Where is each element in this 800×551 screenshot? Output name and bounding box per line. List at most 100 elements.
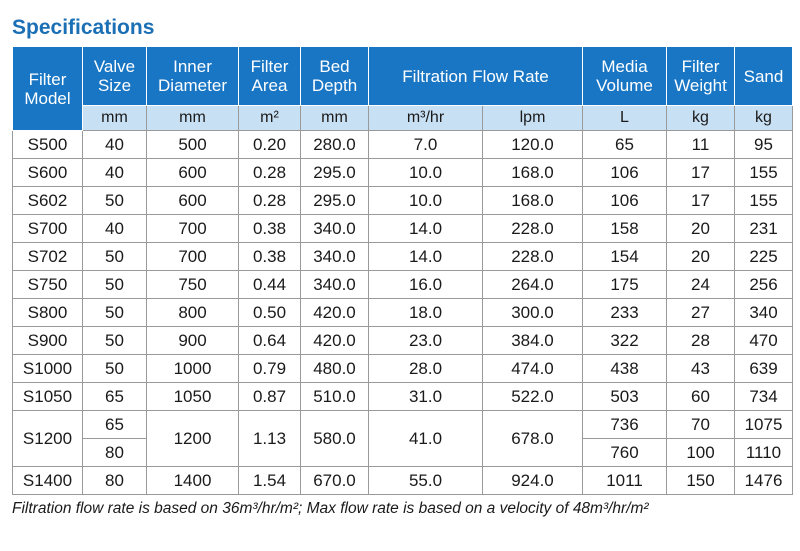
table-cell: 580.0 (300, 410, 369, 467)
table-cell: 924.0 (482, 466, 583, 495)
table-cell: 18.0 (368, 298, 483, 327)
table-cell: 0.79 (238, 354, 301, 383)
table-cell: 639 (734, 354, 793, 383)
table-cell: 1200 (146, 410, 239, 467)
table-cell: 1000 (146, 354, 239, 383)
unit-cell: kg (666, 105, 735, 131)
cell-model: S702 (12, 242, 83, 271)
table-cell: 1011 (582, 466, 667, 495)
header-inner-diameter: Inner Diameter (146, 46, 239, 106)
table-cell: 522.0 (482, 382, 583, 411)
table-cell: 750 (146, 270, 239, 299)
table-cell: 700 (146, 214, 239, 243)
table-cell: 300.0 (482, 298, 583, 327)
cell-model: S1000 (12, 354, 83, 383)
table-cell: 40 (82, 130, 147, 159)
table-row: S500 40 500 0.20 280.0 7.0 120.0 65 11 95 (12, 130, 793, 159)
cell-model: S602 (12, 186, 83, 215)
table-cell: 24 (666, 270, 735, 299)
cell-model: S900 (12, 326, 83, 355)
cell-model: S600 (12, 158, 83, 187)
table-cell: 31.0 (368, 382, 483, 411)
table-cell: 80 (82, 438, 147, 467)
table-cell: 17 (666, 158, 735, 187)
table-cell: 0.87 (238, 382, 301, 411)
table-cell: 670.0 (300, 466, 369, 495)
table-cell: 734 (734, 382, 793, 411)
unit-cell: m² (238, 105, 301, 131)
table-cell: 80 (82, 466, 147, 495)
table-cell: 474.0 (482, 354, 583, 383)
table-cell: 800 (146, 298, 239, 327)
footnote: Filtration flow rate is based on 36m³/hr… (12, 500, 649, 517)
header-bed-depth: Bed Depth (300, 46, 369, 106)
table-cell: 7.0 (368, 130, 483, 159)
table-cell: 0.20 (238, 130, 301, 159)
table-cell: 155 (734, 186, 793, 215)
header-filtration-flow-rate: Filtration Flow Rate (368, 46, 583, 106)
unit-cell: mm (82, 105, 147, 131)
table-cell: 1476 (734, 466, 793, 495)
table-cell: 155 (734, 158, 793, 187)
table-cell: 295.0 (300, 158, 369, 187)
table-cell: 41.0 (368, 410, 483, 467)
table-cell: 50 (82, 186, 147, 215)
table-cell: 55.0 (368, 466, 483, 495)
table-cell: 95 (734, 130, 793, 159)
table-cell: 1.54 (238, 466, 301, 495)
unit-cell: lpm (482, 105, 583, 131)
table-cell: 20 (666, 214, 735, 243)
cell-model: S1050 (12, 382, 83, 411)
table-cell: 280.0 (300, 130, 369, 159)
table-cell: 0.28 (238, 158, 301, 187)
specifications-table: Filter Model Valve Size Inner Diameter F… (12, 46, 793, 495)
table-cell: 1110 (734, 438, 793, 467)
table-cell: 736 (582, 410, 667, 439)
table-cell: 500 (146, 130, 239, 159)
unit-cell: kg (734, 105, 793, 131)
header-row: Filter Model Valve Size Inner Diameter F… (12, 46, 793, 131)
table-cell: 50 (82, 242, 147, 271)
table-row: S702 50 700 0.38 340.0 14.0 228.0 154 20 225 (12, 242, 793, 271)
table-cell: 14.0 (368, 242, 483, 271)
table-cell: 1075 (734, 410, 793, 439)
table-row: S900 50 900 0.64 420.0 23.0 384.0 322 28 470 (12, 326, 793, 355)
section-title: Specifications (12, 16, 155, 39)
unit-cell: L (582, 105, 667, 131)
table-cell: 154 (582, 242, 667, 271)
cell-model: S1400 (12, 466, 83, 495)
table-cell: 0.38 (238, 242, 301, 271)
table-cell: 228.0 (482, 214, 583, 243)
table-cell: 60 (666, 382, 735, 411)
table-cell: 438 (582, 354, 667, 383)
table-cell: 14.0 (368, 214, 483, 243)
table-cell: 40 (82, 158, 147, 187)
cell-model: S1200 (12, 410, 83, 467)
table-cell: 168.0 (482, 158, 583, 187)
table-cell: 233 (582, 298, 667, 327)
table-cell: 11 (666, 130, 735, 159)
table-cell: 50 (82, 298, 147, 327)
table-cell: 175 (582, 270, 667, 299)
table-row: 80 760 100 1110 (13, 438, 793, 467)
table-cell: 678.0 (482, 410, 583, 467)
table-cell: 43 (666, 354, 735, 383)
table-cell: 16.0 (368, 270, 483, 299)
table-cell: 27 (666, 298, 735, 327)
cell-model: S700 (12, 214, 83, 243)
units-row: mm mm m² mm m³/hr lpm L kg kg (13, 105, 793, 131)
table-cell: 264.0 (482, 270, 583, 299)
table-cell: 28 (666, 326, 735, 355)
table-cell: 50 (82, 354, 147, 383)
table-cell: 470 (734, 326, 793, 355)
table-cell: 600 (146, 186, 239, 215)
table-cell: 600 (146, 158, 239, 187)
table-row: S602 50 600 0.28 295.0 10.0 168.0 106 17 155 (12, 186, 793, 215)
table-cell: 225 (734, 242, 793, 271)
table-cell: 231 (734, 214, 793, 243)
table-cell: 384.0 (482, 326, 583, 355)
table-cell: 23.0 (368, 326, 483, 355)
unit-cell: mm (300, 105, 369, 131)
table-cell: 340.0 (300, 242, 369, 271)
table-cell: 295.0 (300, 186, 369, 215)
